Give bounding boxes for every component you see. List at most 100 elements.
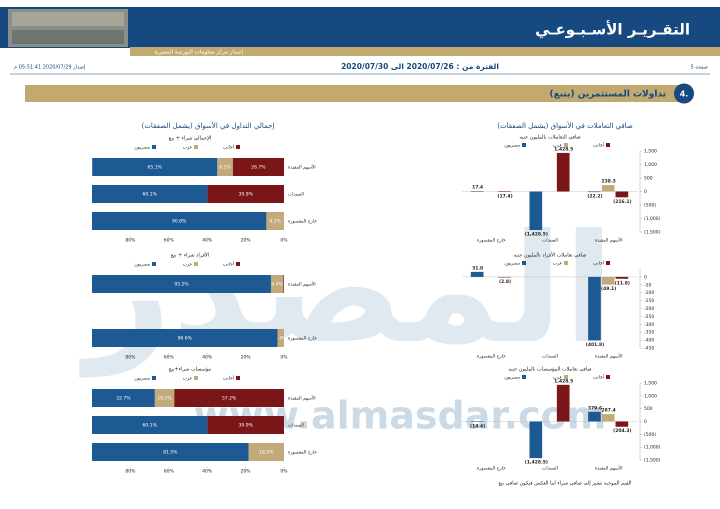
legend-label: أجانب [593,142,604,149]
chart-title: الإجمالي شراء + بيع [169,136,212,142]
x-tick-label: 20% [241,355,252,361]
y-tick-label: -50 [644,282,651,288]
x-tick-label: 80% [125,469,136,475]
bar [588,411,601,422]
data-label: 60.1% [143,423,158,429]
data-label: 32.7% [116,396,131,402]
legend-swatch [236,262,240,266]
legend-swatch [236,376,240,380]
legend-label: عرب [553,144,563,149]
category-label: السندات [542,355,558,360]
x-tick-label: 60% [164,469,175,475]
bar [615,421,629,427]
category-label: خارج المقصورة [288,220,317,225]
page-number: صفحة 5 [691,65,708,71]
bar [601,276,615,285]
report-subtitle: إصدار مركز معلومات البورصة المصرية [154,49,243,56]
legend-swatch [564,375,568,379]
data-label: 65.1% [148,165,163,171]
data-label: 31.8 [472,265,483,271]
legend-label: أجانب [223,375,234,382]
legend-label: أجانب [223,144,234,151]
bar-segment [92,212,267,230]
legend-swatch [606,375,610,379]
y-tick-label: -350 [644,330,654,336]
subtitle-strip [130,47,720,56]
y-tick-label: 1,000 [644,162,657,168]
bar [498,276,511,278]
bar [588,276,601,341]
bar [556,152,570,192]
category-label: خارج المقصورة [288,337,317,342]
data-label: 90.8% [172,219,187,225]
chart-title: صافي التعاملات بالمليون جنيه [519,135,580,141]
category-label: الأسهم المقيدة [288,281,316,288]
data-label: (22.2) [587,194,602,200]
legend-swatch [194,145,198,149]
data-label: 96.6% [178,336,193,342]
y-tick-label: (1,000) [644,445,661,451]
y-tick-label: -250 [644,314,654,320]
category-label: السندات [542,467,558,472]
bar [556,384,570,422]
chart-title: صافي تعاملات الأفراد بالمليون جنيه [514,252,587,259]
category-label: خارج المقصورة [477,355,506,360]
bar-segment [266,212,284,230]
bar [529,421,543,459]
bar-segment [92,443,249,461]
data-label: 39.9% [239,423,254,429]
bar-segment [154,389,175,407]
bar-segment [92,329,278,347]
x-tick-label: 40% [202,238,213,244]
y-tick-label: 500 [644,176,653,182]
data-label: 1,428.5 [554,146,573,152]
data-label: 3.4% [275,336,287,342]
legend-swatch [152,145,156,149]
y-tick-label: (1,000) [644,216,661,222]
legend-label: عرب [183,263,193,268]
data-label: (2.8) [499,279,511,285]
bar-segment [92,389,155,407]
y-tick-label: -200 [644,306,654,312]
data-label: 39.9% [239,192,254,198]
data-label: (204.3) [613,428,631,434]
legend-swatch [564,261,568,265]
y-tick-label: (1,500) [644,230,661,236]
data-label: (14.4) [470,423,485,429]
bar-segment [92,275,271,293]
x-tick-label: 20% [241,238,252,244]
category-label: خارج المقصورة [288,451,317,456]
legend-swatch [194,376,198,380]
bar [615,276,629,279]
y-tick-label: 0 [644,189,647,195]
legend-swatch [152,262,156,266]
bar-segment [232,158,284,176]
category-label: الأسهم المقيدة [288,164,316,171]
category-label: السندات [288,424,304,429]
y-tick-label: 500 [644,406,653,412]
y-tick-label: (500) [644,203,656,209]
legend-label: أجانب [593,374,604,381]
x-tick-label: 40% [202,469,213,475]
panel-title: إجمالي التداول في الأسواق (يشمل الصفقات) [142,121,275,130]
y-tick-label: 1,500 [644,381,657,387]
data-label: (1,428.5) [525,232,548,238]
legend-label: مصريون [134,263,150,268]
x-tick-label: 60% [164,238,175,244]
bar [615,191,629,198]
legend-swatch [236,145,240,149]
bar-segment [174,389,284,407]
x-tick-label: 0% [280,238,288,244]
report-title: التقـريـر الأسـبـوعـي [535,21,690,39]
data-label: 26.7% [251,165,266,171]
y-tick-label: (1,500) [644,458,661,464]
report-period: الفترة من : 2020/07/26 الى 2020/07/30 [341,62,499,71]
bar [588,191,601,193]
data-label: (11.8) [615,280,630,286]
data-label: 60.1% [143,192,158,198]
data-label: 93.2% [174,282,189,288]
legend-label: عرب [553,262,563,267]
bar-segment [270,275,284,293]
data-label: 57.2% [222,396,237,402]
